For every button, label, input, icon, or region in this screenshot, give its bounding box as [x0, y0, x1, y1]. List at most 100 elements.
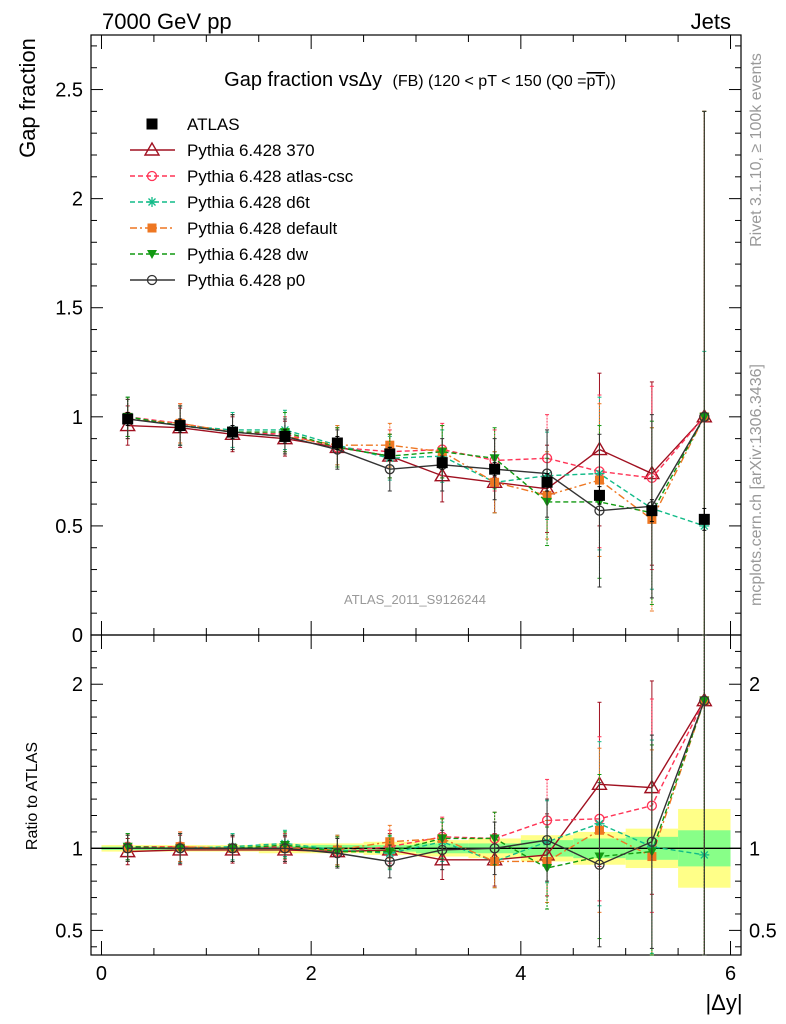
y-tick-label: 1.5: [55, 298, 83, 320]
x-tick-label: 0: [96, 963, 107, 985]
data-point: [541, 476, 553, 488]
energy-label: 7000 GeV pp: [102, 9, 232, 34]
series-line: [127, 416, 705, 512]
data-point: [699, 411, 710, 422]
data-point: [174, 843, 186, 854]
data-point: [122, 843, 133, 854]
series-default: [123, 110, 709, 636]
y-tick-label-right: 1: [749, 838, 760, 860]
main-plot-title: Gap fraction vsΔy (FB) (120 < pT < 150 (…: [224, 69, 616, 91]
legend-label: Pythia 6.428 dw: [187, 245, 309, 264]
process-label: Jets: [691, 9, 731, 34]
data-point: [646, 836, 658, 847]
series-d6t: [122, 634, 710, 956]
title-sub: (FB) (120 < pT < 150 (Q0 =: [392, 73, 586, 90]
series-atlas: [122, 411, 710, 531]
series-line: [127, 416, 705, 490]
x-axis-label: |Δy|: [705, 990, 742, 1015]
data-point: [541, 834, 553, 846]
legend-marker: [146, 274, 158, 286]
series-line: [127, 822, 705, 863]
legend-label: Pythia 6.428 default: [187, 219, 338, 238]
legend-entry-d6t: Pythia 6.428 d6t: [130, 193, 310, 212]
series-p0: [122, 110, 710, 636]
data-point: [698, 513, 710, 525]
legend-label: ATLAS: [187, 115, 240, 134]
data-point: [384, 448, 396, 460]
data-point: [437, 844, 448, 856]
x-tick-label: 2: [306, 963, 317, 985]
legend-marker: [147, 197, 157, 207]
data-point: [384, 856, 395, 867]
data-point: [227, 426, 239, 438]
data-point: [436, 457, 448, 469]
mcplots-reference-text: mcplots.cern.ch [arXiv:1306.3436]: [748, 364, 765, 606]
data-point: [227, 843, 238, 854]
legend-marker: [146, 118, 158, 130]
data-point: [646, 505, 658, 517]
series-dw: [122, 634, 710, 956]
series-line: [127, 700, 705, 861]
series-line: [127, 416, 705, 527]
data-point: [489, 843, 500, 854]
data-point: [279, 430, 291, 442]
plot-frame: [90, 634, 742, 956]
legend-entry-p370: Pythia 6.428 370: [130, 141, 315, 160]
y-tick-label: 0: [72, 625, 83, 647]
legend-label: Pythia 6.428 atlas-csc: [187, 167, 354, 186]
legend-label: Pythia 6.428 370: [187, 141, 315, 160]
legend-label: Pythia 6.428 d6t: [187, 193, 310, 212]
y-tick-label: 1: [72, 838, 83, 860]
data-point: [122, 413, 134, 425]
series-atlas_csc: [122, 110, 710, 636]
legend-marker: [143, 141, 161, 156]
y-tick-label: 0.5: [55, 920, 83, 942]
data-point: [332, 848, 343, 859]
series-line: [127, 416, 705, 479]
data-point: [699, 695, 710, 706]
main-y-axis-label: Gap fraction: [15, 38, 40, 158]
y-tick-label: 2.5: [55, 80, 83, 102]
rivet-version-text: Rivet 3.1.10, ≥ 100k events: [748, 53, 765, 247]
main-panel: 0 0.5 1 1.5 2 2.5: [55, 34, 742, 647]
ratio-y-axis-label: Ratio to ATLAS: [24, 742, 41, 850]
series-line: [127, 700, 705, 866]
series-p370: [119, 110, 713, 636]
y-tick-label-right: 0.5: [749, 920, 777, 942]
x-tick-label: 4: [515, 963, 526, 985]
y-tick-label: 2: [72, 189, 83, 211]
data-point: [594, 505, 605, 516]
data-point: [331, 437, 343, 449]
series-default: [123, 634, 709, 956]
legend-entry-dw: Pythia 6.428 dw: [130, 245, 309, 264]
legend-label: Pythia 6.428 p0: [187, 271, 305, 290]
series-p0: [122, 634, 710, 956]
y-tick-label-right: 2: [749, 674, 760, 696]
legend-entry-p0: Pythia 6.428 p0: [130, 271, 305, 290]
legend-entry-default: Pythia 6.428 default: [130, 219, 338, 238]
data-point: [593, 489, 605, 501]
analysis-watermark: ATLAS_2011_S9126244: [344, 592, 486, 607]
legend-marker: [146, 170, 158, 182]
legend-marker: [147, 223, 157, 233]
data-point: [174, 420, 186, 432]
series-dw: [122, 110, 710, 636]
y-tick-label: 0.5: [55, 516, 83, 538]
title-overline: pT: [587, 73, 606, 90]
star-stroke: [148, 198, 156, 206]
title-main: Gap fraction vsΔy: [224, 69, 382, 91]
series-line: [127, 416, 705, 514]
title-close: )): [605, 73, 616, 90]
series-line: [127, 700, 705, 853]
legend-entry-atlas: ATLAS: [146, 115, 240, 134]
data-point: [489, 463, 501, 475]
data-point: [594, 859, 605, 870]
legend-entry-atlas_csc: Pythia 6.428 atlas-csc: [130, 167, 354, 186]
data-point: [279, 843, 291, 854]
series-atlas_csc: [122, 634, 710, 956]
legend-marker: [147, 250, 157, 259]
ratio-panel: 0.5 0.5 1 1 2 2 0 2 4 6: [55, 634, 777, 985]
data-point: [384, 464, 395, 475]
legend: ATLAS Pythia 6.428 370 Pythia 6.428 atlas-…: [130, 115, 354, 290]
